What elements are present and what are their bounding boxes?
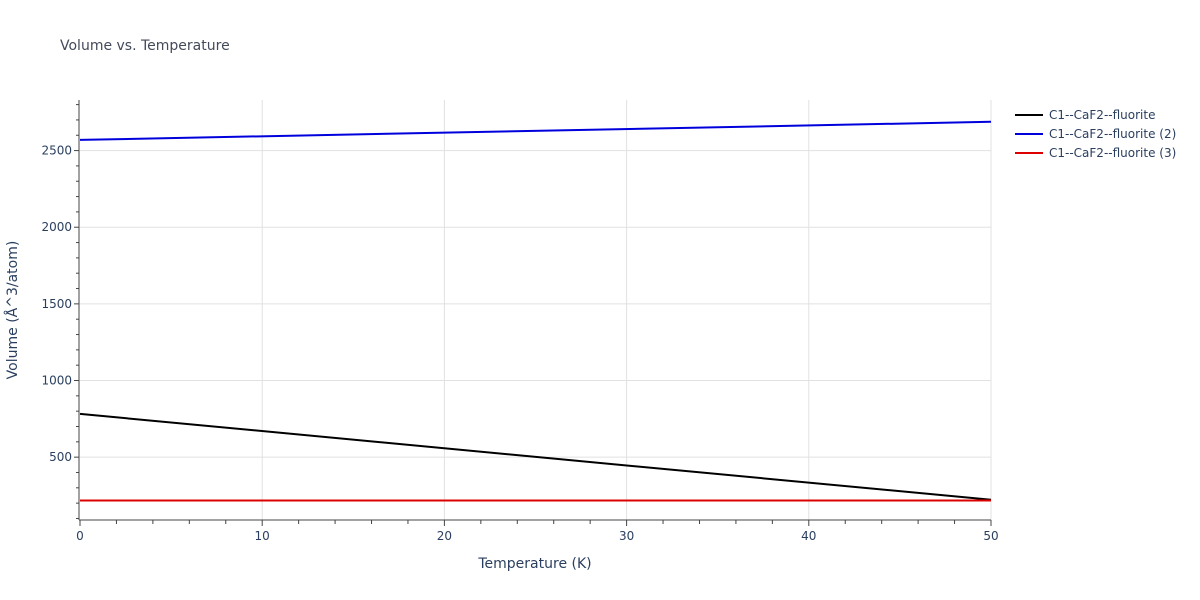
y-tick-label: 1000 (41, 374, 72, 388)
y-tick-label: 1500 (41, 297, 72, 311)
x-tick-label: 20 (437, 529, 452, 543)
x-axis-title: Temperature (K) (477, 556, 591, 572)
y-axis-title: Volume (Å^3/atom) (4, 241, 21, 380)
x-tick-label: 40 (801, 529, 816, 543)
series-lines (79, 120, 992, 502)
legend-label-2: C1--CaF2--fluorite (2) (1049, 127, 1176, 141)
x-tick-label: 10 (255, 529, 270, 543)
chart-title: Volume vs. Temperature (60, 38, 230, 54)
y-tick-label: 2000 (41, 220, 72, 234)
series-line-2 (79, 120, 992, 141)
y-tick-label: 2500 (41, 144, 72, 158)
legend-label-1: C1--CaF2--fluorite (1049, 108, 1155, 122)
series-line-1 (79, 412, 992, 501)
x-tick-label: 30 (619, 529, 634, 543)
legend: C1--CaF2--fluorite C1--CaF2--fluorite (2)… (1015, 108, 1176, 160)
legend-label-3: C1--CaF2--fluorite (3) (1049, 146, 1176, 160)
axes: 500 1000 1500 2000 2500 0 10 20 30 40 50 (41, 100, 999, 543)
y-tick-label: 500 (49, 450, 72, 464)
grid (80, 100, 992, 520)
x-tick-label: 50 (983, 529, 998, 543)
x-tick-label: 0 (76, 529, 84, 543)
